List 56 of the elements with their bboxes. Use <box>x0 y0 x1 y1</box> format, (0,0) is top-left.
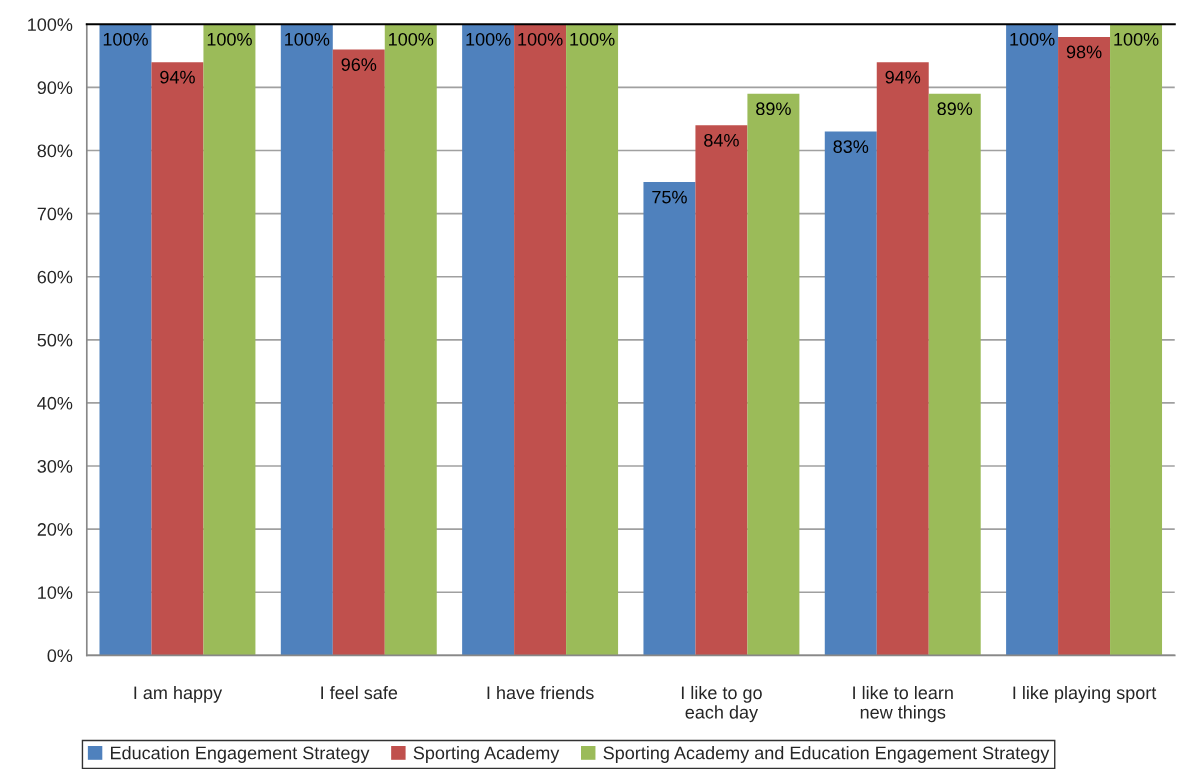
legend-label: Sporting Academy and Education Engagement Strategy <box>603 746 1050 763</box>
bar <box>1006 24 1059 656</box>
bar <box>1058 36 1111 656</box>
data-label: 100% <box>389 32 434 46</box>
data-label: 98% <box>1066 45 1102 59</box>
bar <box>876 62 929 656</box>
bar <box>514 24 567 656</box>
y-tick-label: 10% <box>38 586 73 599</box>
bar <box>643 182 696 656</box>
legend-label: Education Engagement Strategy <box>111 746 370 763</box>
y-tick-label: 30% <box>37 459 73 473</box>
y-tick-label: 20% <box>37 523 73 536</box>
y-tick-label: 0% <box>47 649 73 663</box>
data-label: 100% <box>466 32 511 46</box>
x-tick-label: I like to learn new things <box>853 685 953 723</box>
data-label: 100% <box>518 32 563 46</box>
bar <box>280 24 333 656</box>
data-label: 100% <box>207 32 252 46</box>
data-label: 94% <box>885 70 921 84</box>
bar <box>462 24 515 656</box>
y-tick-label: 70% <box>37 207 73 221</box>
y-tick-label: 100% <box>28 18 73 31</box>
data-label: 75% <box>652 190 687 204</box>
x-tick-label: I feel safe <box>321 685 398 700</box>
data-label: 100% <box>103 32 148 46</box>
bar <box>928 93 981 656</box>
bar <box>695 125 748 656</box>
bar <box>203 24 256 656</box>
bar <box>747 93 800 656</box>
data-label: 94% <box>160 70 195 84</box>
bar <box>566 24 619 656</box>
x-tick-label: I like playing sport <box>1013 685 1157 703</box>
x-tick-label: I like to go each day <box>681 685 762 723</box>
legend-label: Sporting Academy <box>413 746 560 763</box>
bar <box>332 49 385 656</box>
data-label: 89% <box>756 102 791 116</box>
y-tick-label: 60% <box>37 270 73 284</box>
y-tick-label: 80% <box>37 144 73 158</box>
bar <box>1110 24 1163 656</box>
data-label: 83% <box>833 140 869 153</box>
data-label: 100% <box>570 32 615 46</box>
data-label: 100% <box>1010 32 1055 46</box>
data-label: 100% <box>1114 32 1159 46</box>
bar <box>151 62 204 656</box>
y-tick-label: 50% <box>37 333 73 347</box>
x-tick-label: I have friends <box>487 685 594 700</box>
data-label: 89% <box>937 102 973 116</box>
data-label: 84% <box>704 133 739 147</box>
y-tick-label: 90% <box>37 81 73 95</box>
y-tick-label: 40% <box>37 396 73 410</box>
data-label: 96% <box>341 58 377 71</box>
x-tick-label: I am happy <box>134 685 223 703</box>
bar <box>824 131 877 656</box>
bar <box>384 24 437 656</box>
data-label: 100% <box>285 32 330 46</box>
bar <box>99 24 152 656</box>
